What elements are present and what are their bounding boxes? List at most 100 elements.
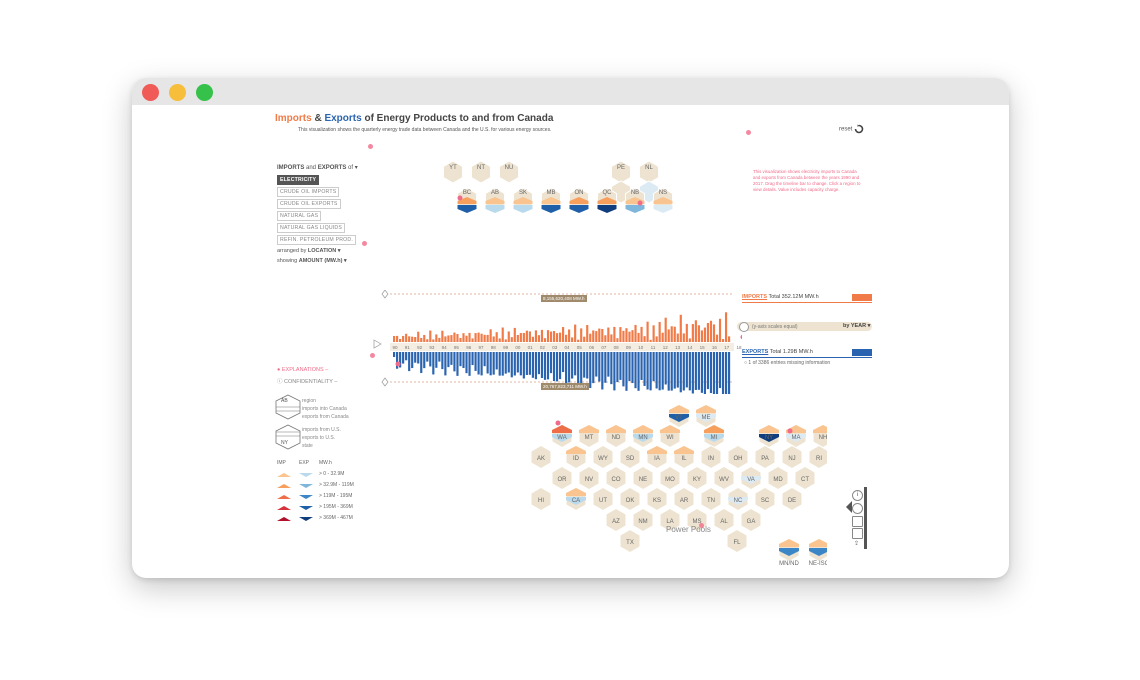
- us-hex-ks[interactable]: KS: [646, 486, 668, 512]
- us-hex-ok[interactable]: OK: [619, 486, 641, 512]
- us-hex-sd[interactable]: SD: [619, 444, 641, 470]
- us-hex-ny[interactable]: NY: [758, 423, 780, 449]
- showing-selector[interactable]: showing AMOUNT (MW.h) ▾: [277, 258, 347, 264]
- by-year-selector[interactable]: by YEAR ▾: [843, 323, 871, 329]
- us-hex-de[interactable]: DE: [781, 486, 803, 512]
- us-hex-wi[interactable]: WI: [659, 423, 681, 449]
- export-bar: [519, 352, 522, 376]
- us-hex-ct[interactable]: CT: [794, 465, 816, 491]
- canada-hex-nt[interactable]: NT: [470, 160, 492, 184]
- timeline-play-icon[interactable]: [373, 339, 382, 349]
- timeline-year-tick: 01: [528, 345, 534, 350]
- us-hex-mn[interactable]: MN: [632, 423, 654, 449]
- us-hex-tx[interactable]: TX: [619, 528, 641, 554]
- us-hex-nd[interactable]: ND: [605, 423, 627, 449]
- us-hex-label: MI: [711, 435, 718, 441]
- us-export-mark: [786, 434, 806, 442]
- canada-hex-pe[interactable]: PE: [610, 160, 632, 184]
- max-handle-icon[interactable]: [381, 290, 389, 299]
- info-icon[interactable]: i: [852, 490, 863, 501]
- product-crude-oil-imports[interactable]: CRUDE OIL IMPORTS: [277, 187, 340, 197]
- us-hex-nc[interactable]: NC: [727, 486, 749, 512]
- us-hex-wa[interactable]: WA: [551, 423, 573, 449]
- scale-toggle-icon[interactable]: [739, 322, 749, 332]
- confidentiality-toggle[interactable]: ⓘ CONFIDENTIALITY –: [277, 379, 338, 385]
- product-natural-gas-liquids[interactable]: NATURAL GAS LIQUIDS: [277, 223, 346, 233]
- us-hex-ma[interactable]: MA: [785, 423, 807, 449]
- canada-hex-nu[interactable]: NU: [498, 160, 520, 184]
- us-hex-la[interactable]: LA: [659, 507, 681, 533]
- us-hex-ia[interactable]: IA: [646, 444, 668, 470]
- product-menu-heading[interactable]: IMPORTS and EXPORTS of ▾: [277, 164, 358, 171]
- us-hex-al[interactable]: AL: [713, 507, 735, 533]
- us-hex-wy[interactable]: WY: [592, 444, 614, 470]
- us-hex-mo[interactable]: MO: [659, 465, 681, 491]
- us-hex-ga[interactable]: GA: [740, 507, 762, 533]
- us-hex-mi[interactable]: MI: [703, 423, 725, 449]
- us-hex-fl[interactable]: FL: [726, 528, 748, 554]
- canada-hex-nb[interactable]: NB: [624, 187, 646, 213]
- product-natural-gas[interactable]: NATURAL GAS: [277, 211, 322, 221]
- us-hex-ri[interactable]: RI: [808, 444, 827, 470]
- us-hex-il[interactable]: IL: [673, 444, 695, 470]
- toolbar-collapse-icon[interactable]: [846, 501, 852, 513]
- canada-hex-qc[interactable]: QC: [596, 187, 618, 213]
- maximize-window-button[interactable]: [196, 84, 213, 101]
- us-hex-ak[interactable]: AK: [530, 444, 552, 470]
- canada-hex-nl[interactable]: NL: [638, 160, 660, 184]
- us-hex-or[interactable]: OR: [551, 465, 573, 491]
- canada-hex-yt[interactable]: YT: [442, 160, 464, 184]
- product-refined-petroleum[interactable]: REFIN. PETROLEUM PROD.: [277, 235, 356, 245]
- us-hex-ca[interactable]: CA: [565, 486, 587, 512]
- us-hex-md[interactable]: MD: [767, 465, 789, 491]
- us-hex-id[interactable]: ID: [565, 444, 587, 470]
- canada-hex-ab[interactable]: AB: [484, 187, 506, 213]
- us-hex-pa[interactable]: PA: [754, 444, 776, 470]
- us-hex-wv[interactable]: WV: [713, 465, 735, 491]
- timeline-year-band[interactable]: [390, 343, 734, 351]
- us-hex-nm[interactable]: NM: [632, 507, 654, 533]
- us-hex-mt[interactable]: MT: [578, 423, 600, 449]
- us-hex-nj[interactable]: NJ: [781, 444, 803, 470]
- us-hex-hi[interactable]: HI: [530, 486, 552, 512]
- close-window-button[interactable]: [142, 84, 159, 101]
- circle-icon[interactable]: [852, 503, 863, 514]
- minimize-window-button[interactable]: [169, 84, 186, 101]
- power-pool-mn-nd[interactable]: MN/ND: [778, 537, 799, 568]
- product-electricity[interactable]: ELECTRICITY: [277, 175, 320, 185]
- power-pool-ne-iso[interactable]: NE-ISO: [808, 537, 827, 568]
- us-hex-nh[interactable]: NH: [812, 423, 827, 449]
- us-hex-vt[interactable]: VT: [668, 403, 690, 429]
- us-hex-co[interactable]: CO: [605, 465, 627, 491]
- reset-button[interactable]: reset: [839, 124, 864, 134]
- scale-strip[interactable]: [737, 322, 872, 331]
- canada-hex-mb[interactable]: MB: [540, 187, 562, 213]
- us-hex-oh[interactable]: OH: [727, 444, 749, 470]
- us-hex-tn[interactable]: TN: [700, 486, 722, 512]
- explanations-toggle[interactable]: ● EXPLANATIONS –: [277, 367, 329, 373]
- canada-hex-on[interactable]: ON: [568, 187, 590, 213]
- min-handle-icon[interactable]: [381, 377, 389, 387]
- canada-hex-bc[interactable]: BC: [456, 187, 478, 213]
- exports-total-value: Total 1.29B MW.h: [769, 349, 813, 355]
- us-hex-ky[interactable]: KY: [686, 465, 708, 491]
- canada-hex-sk[interactable]: SK: [512, 187, 534, 213]
- us-hex-nv[interactable]: NV: [578, 465, 600, 491]
- us-hex-in[interactable]: IN: [700, 444, 722, 470]
- us-hex-va[interactable]: VA: [740, 465, 762, 491]
- save-icon[interactable]: [852, 528, 863, 539]
- export-bar: [634, 352, 637, 389]
- us-hex-ar[interactable]: AR: [673, 486, 695, 512]
- us-hex-az[interactable]: AZ: [605, 507, 627, 533]
- canada-hex-ns[interactable]: NS: [652, 187, 674, 213]
- us-hex-ut[interactable]: UT: [592, 486, 614, 512]
- share-icon[interactable]: ⇪: [853, 541, 860, 547]
- arranged-by-selector[interactable]: arranged by LOCATION ▾: [277, 248, 341, 254]
- copy-icon[interactable]: [852, 516, 863, 527]
- us-hex-sc[interactable]: SC: [754, 486, 776, 512]
- canada-hex-label: NT: [477, 165, 485, 171]
- us-hex-me[interactable]: ME: [695, 403, 717, 429]
- timeline-chart[interactable]: 90 91 92 93 94 95 96 97 98 99 00 01 02 03 04 05 06 07 08 09…: [372, 290, 742, 400]
- product-crude-oil-exports[interactable]: CRUDE OIL EXPORTS: [277, 199, 341, 209]
- us-hex-ne[interactable]: NE: [632, 465, 654, 491]
